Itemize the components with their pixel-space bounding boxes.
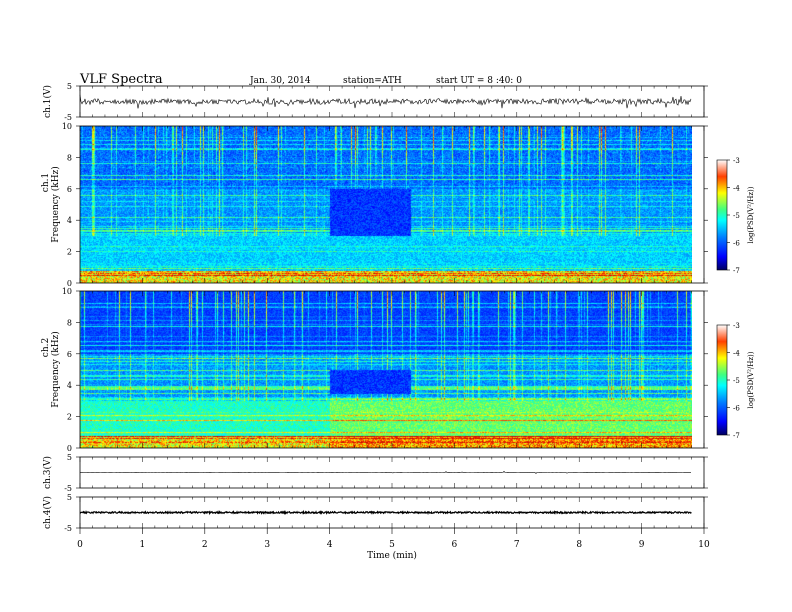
ch1-spec-colorbar [716, 159, 728, 271]
colorbar-tick-label: -7 [733, 432, 740, 440]
x-axis-tick-label: 4 [327, 540, 333, 550]
y-tick-label: 0 [67, 444, 72, 453]
y-tick-label: 5 [67, 82, 72, 91]
ch1-wave-panel: ch.1(V) 5 -5 [42, 82, 708, 122]
x-axis-tick-label: 2 [202, 540, 208, 550]
x-axis-tick-label: 10 [698, 540, 710, 550]
x-axis-tick-label: 0 [77, 540, 83, 550]
x-axis-label: Time (min) [367, 550, 417, 561]
y-tick-label: 10 [62, 122, 72, 131]
ch2-spec-colorbar [716, 324, 728, 436]
ch2-spec-image [80, 291, 692, 448]
colorbar-tick-label: -6 [733, 240, 740, 248]
ch2-spec-panel: -3 -4 -5 -6 -7 log(PSD(V²/Hz)) ch.2 Frequency (… [41, 287, 755, 453]
station-label: station=ATH [343, 76, 402, 86]
y-tick-label: 6 [67, 350, 72, 359]
y-tick-label: 5 [67, 453, 72, 462]
colorbar-tick-label: -4 [733, 350, 740, 358]
ch3-wave-trace [79, 470, 692, 474]
ch3-wave-ylabel: ch.3(V) [42, 456, 53, 489]
y-tick-label: -5 [64, 484, 72, 493]
y-tick-label: 4 [67, 216, 72, 225]
colorbar-tick-label: -3 [733, 157, 740, 165]
y-tick-label: 5 [67, 493, 72, 502]
ch1-wave-ylabel: ch.1(V) [42, 85, 53, 118]
colorbar-tick-label: -4 [733, 185, 740, 193]
ch1-spec-channel-label: ch.1 [41, 173, 51, 192]
x-axis-tick-label: 5 [389, 540, 395, 550]
time-axis: 0 1 2 3 4 5 6 7 8 9 10 [77, 528, 710, 550]
x-axis-tick-label: 7 [514, 540, 520, 550]
colorbar-label: log(PSD(V²/Hz)) [747, 186, 755, 243]
ch2-spec-ylabel: Frequency (kHz) [50, 331, 61, 408]
colorbar-tick-label: -3 [733, 322, 740, 330]
colorbar-label: log(PSD(V²/Hz)) [747, 351, 755, 408]
ch4-wave-panel: ch.4(V) 5 -5 [42, 493, 708, 533]
ch1-spec-image [80, 126, 692, 283]
ch3-wave-panel: ch.3(V) 5 -5 [42, 453, 708, 493]
ch1-spec-ylabel: Frequency (kHz) [50, 166, 61, 243]
ch2-spec-channel-label: ch.2 [41, 338, 51, 357]
ch4-wave-ylabel: ch.4(V) [42, 496, 53, 529]
y-tick-label: 2 [67, 413, 72, 422]
x-axis-tick-label: 8 [576, 540, 582, 550]
x-axis-tick-label: 1 [140, 540, 146, 550]
start-ut-label: start UT = 8 :40: 0 [436, 76, 522, 86]
x-axis-tick-label: 9 [639, 540, 645, 550]
colorbar-tick-label: -7 [733, 267, 740, 275]
y-tick-label: 4 [67, 381, 72, 390]
colorbar-tick-label: -5 [733, 212, 740, 220]
ch1-spec-panel: -3 -4 -5 -6 -7 log(PSD(V²/Hz)) ch.1 Frequency (… [41, 122, 755, 288]
y-tick-label: -5 [64, 524, 72, 533]
y-tick-label: 10 [62, 287, 72, 296]
figure-title: VLF Spectra [79, 72, 163, 87]
y-tick-label: 6 [67, 185, 72, 194]
y-tick-label: -5 [64, 113, 72, 122]
ch4-wave-trace [79, 509, 692, 516]
x-axis-tick-label: 6 [452, 540, 458, 550]
y-tick-label: 2 [67, 248, 72, 257]
colorbar-tick-label: -5 [733, 377, 740, 385]
y-tick-label: 0 [67, 279, 72, 288]
y-tick-label: 8 [67, 153, 72, 162]
colorbar-tick-label: -6 [733, 405, 740, 413]
ch1-wave-trace [79, 94, 692, 109]
date-label: Jan. 30, 2014 [249, 76, 311, 86]
x-axis-tick-label: 3 [264, 540, 270, 550]
y-tick-label: 8 [67, 318, 72, 327]
